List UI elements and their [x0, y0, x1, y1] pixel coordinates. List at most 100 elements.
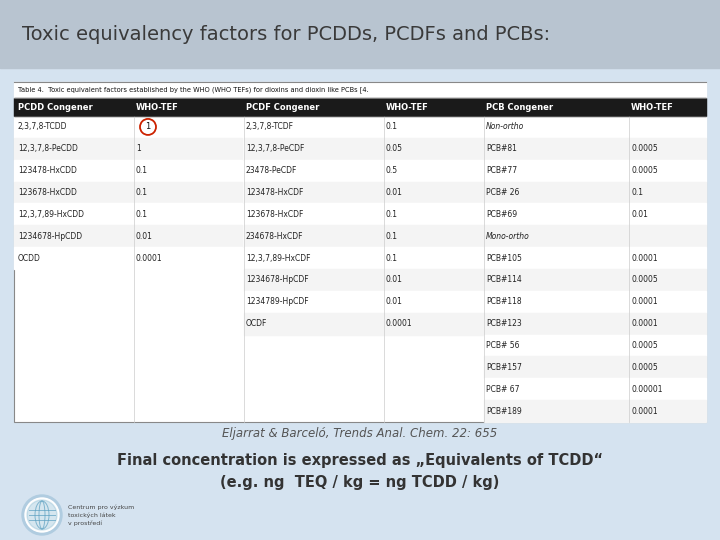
Text: PCB# 56: PCB# 56	[486, 341, 520, 350]
Bar	[14, 82, 706, 422]
Text: 0.1: 0.1	[386, 210, 398, 219]
Text: 0.1: 0.1	[136, 210, 148, 219]
Text: 0.1: 0.1	[136, 188, 148, 197]
Text: 0.00001: 0.00001	[631, 384, 662, 394]
Bar	[244, 291, 484, 313]
Text: Mono-ortho: Mono-ortho	[486, 232, 530, 241]
Text: PCB# 26: PCB# 26	[486, 188, 519, 197]
Text: WHO-TEF: WHO-TEF	[631, 103, 674, 111]
Bar	[14, 138, 242, 160]
Text: PCB Congener: PCB Congener	[486, 103, 553, 111]
Text: PCB#69: PCB#69	[486, 210, 517, 219]
Bar	[14, 247, 242, 269]
Text: PCB#189: PCB#189	[486, 407, 522, 416]
Text: WHO-TEF: WHO-TEF	[136, 103, 179, 111]
Text: 0.01: 0.01	[386, 188, 403, 197]
Text: PCB#114: PCB#114	[486, 275, 522, 285]
Text: PCB# 67: PCB# 67	[486, 384, 520, 394]
Text: PCB#118: PCB#118	[486, 298, 521, 306]
Bar	[244, 116, 484, 138]
Bar	[244, 225, 484, 247]
Circle shape	[140, 119, 156, 135]
Text: Non-ortho: Non-ortho	[486, 123, 524, 131]
Text: 12,3,7,89-HxCDF: 12,3,7,89-HxCDF	[246, 254, 310, 262]
Text: PCB#123: PCB#123	[486, 319, 522, 328]
Text: (e.g. ng  TEQ / kg = ng TCDD / kg): (e.g. ng TEQ / kg = ng TCDD / kg)	[220, 475, 500, 489]
Text: PCB#77: PCB#77	[486, 166, 517, 175]
Text: 0.0001: 0.0001	[386, 319, 413, 328]
Text: v prostředí: v prostředí	[68, 520, 102, 526]
Bar	[484, 225, 706, 247]
Text: 12,3,7,8-PeCDF: 12,3,7,8-PeCDF	[246, 144, 305, 153]
Text: 1234678-HpCDD: 1234678-HpCDD	[18, 232, 82, 241]
Bar	[484, 247, 706, 269]
Text: 123478-HxCDD: 123478-HxCDD	[18, 166, 77, 175]
Bar	[484, 335, 706, 356]
Text: 23478-PeCDF: 23478-PeCDF	[246, 166, 297, 175]
Bar	[484, 379, 706, 400]
Text: 2,3,7,8-TCDD: 2,3,7,8-TCDD	[18, 123, 68, 131]
Bar	[484, 204, 706, 225]
Text: Eljarrat & Barceló, Trends Anal. Chem. 22: 655: Eljarrat & Barceló, Trends Anal. Chem. 2…	[222, 427, 498, 440]
Circle shape	[22, 495, 62, 535]
Text: 0.01: 0.01	[386, 298, 403, 306]
Text: 0.0001: 0.0001	[631, 407, 657, 416]
Text: 1234789-HpCDF: 1234789-HpCDF	[246, 298, 309, 306]
Bar	[244, 269, 484, 291]
Circle shape	[25, 498, 59, 532]
Text: toxických látek: toxických látek	[68, 512, 116, 518]
Bar	[244, 160, 484, 181]
Text: 0.0005: 0.0005	[631, 341, 658, 350]
Text: 0.01: 0.01	[136, 232, 153, 241]
Text: 0.0005: 0.0005	[631, 275, 658, 285]
Bar	[14, 225, 242, 247]
Text: 0.01: 0.01	[386, 275, 403, 285]
Text: 0.0001: 0.0001	[631, 298, 657, 306]
Text: Final concentration is expressed as „Equivalents of TCDD“: Final concentration is expressed as „Equ…	[117, 453, 603, 468]
Bar	[244, 181, 484, 204]
Text: 1: 1	[136, 144, 140, 153]
Text: 234678-HxCDF: 234678-HxCDF	[246, 232, 304, 241]
Text: 2,3,7,8-TCDF: 2,3,7,8-TCDF	[246, 123, 294, 131]
Bar	[484, 291, 706, 313]
Text: PCDD Congener: PCDD Congener	[18, 103, 93, 111]
Text: 0.05: 0.05	[386, 144, 403, 153]
Text: 12,3,7,89-HxCDD: 12,3,7,89-HxCDD	[18, 210, 84, 219]
Bar	[484, 160, 706, 181]
Text: OCDF: OCDF	[246, 319, 267, 328]
Bar	[484, 181, 706, 204]
Text: 123678-HxCDD: 123678-HxCDD	[18, 188, 77, 197]
Bar	[0, 0, 720, 68]
Bar	[244, 204, 484, 225]
Bar	[484, 313, 706, 335]
Text: 1: 1	[145, 123, 150, 131]
Text: 0.1: 0.1	[386, 232, 398, 241]
Bar	[14, 160, 242, 181]
Text: 1234678-HpCDF: 1234678-HpCDF	[246, 275, 309, 285]
Text: 0.0005: 0.0005	[631, 166, 658, 175]
Text: PCB#105: PCB#105	[486, 254, 522, 262]
Text: Table 4.  Toxic equivalent factors established by the WHO (WHO TEFs) for dioxins: Table 4. Toxic equivalent factors establ…	[18, 86, 369, 93]
Text: 0.1: 0.1	[386, 254, 398, 262]
Text: WHO-TEF: WHO-TEF	[386, 103, 428, 111]
Bar	[14, 116, 242, 138]
Text: PCB#157: PCB#157	[486, 363, 522, 372]
Bar	[14, 204, 242, 225]
Text: 0.0005: 0.0005	[631, 363, 658, 372]
Text: PCDF Congener: PCDF Congener	[246, 103, 320, 111]
Bar	[484, 269, 706, 291]
Bar	[484, 138, 706, 160]
Text: 123678-HxCDF: 123678-HxCDF	[246, 210, 303, 219]
Text: Toxic equivalency factors for PCDDs, PCDFs and PCBs:: Toxic equivalency factors for PCDDs, PCD…	[22, 24, 550, 44]
Text: PCB#81: PCB#81	[486, 144, 517, 153]
Bar	[484, 356, 706, 379]
Text: 12,3,7,8-PeCDD: 12,3,7,8-PeCDD	[18, 144, 78, 153]
Bar	[244, 313, 484, 335]
Text: 0.1: 0.1	[136, 166, 148, 175]
Bar	[244, 138, 484, 160]
Text: 0.0001: 0.0001	[136, 254, 163, 262]
Bar	[14, 181, 242, 204]
Circle shape	[27, 500, 57, 530]
Text: 0.1: 0.1	[386, 123, 398, 131]
Text: 123478-HxCDF: 123478-HxCDF	[246, 188, 303, 197]
